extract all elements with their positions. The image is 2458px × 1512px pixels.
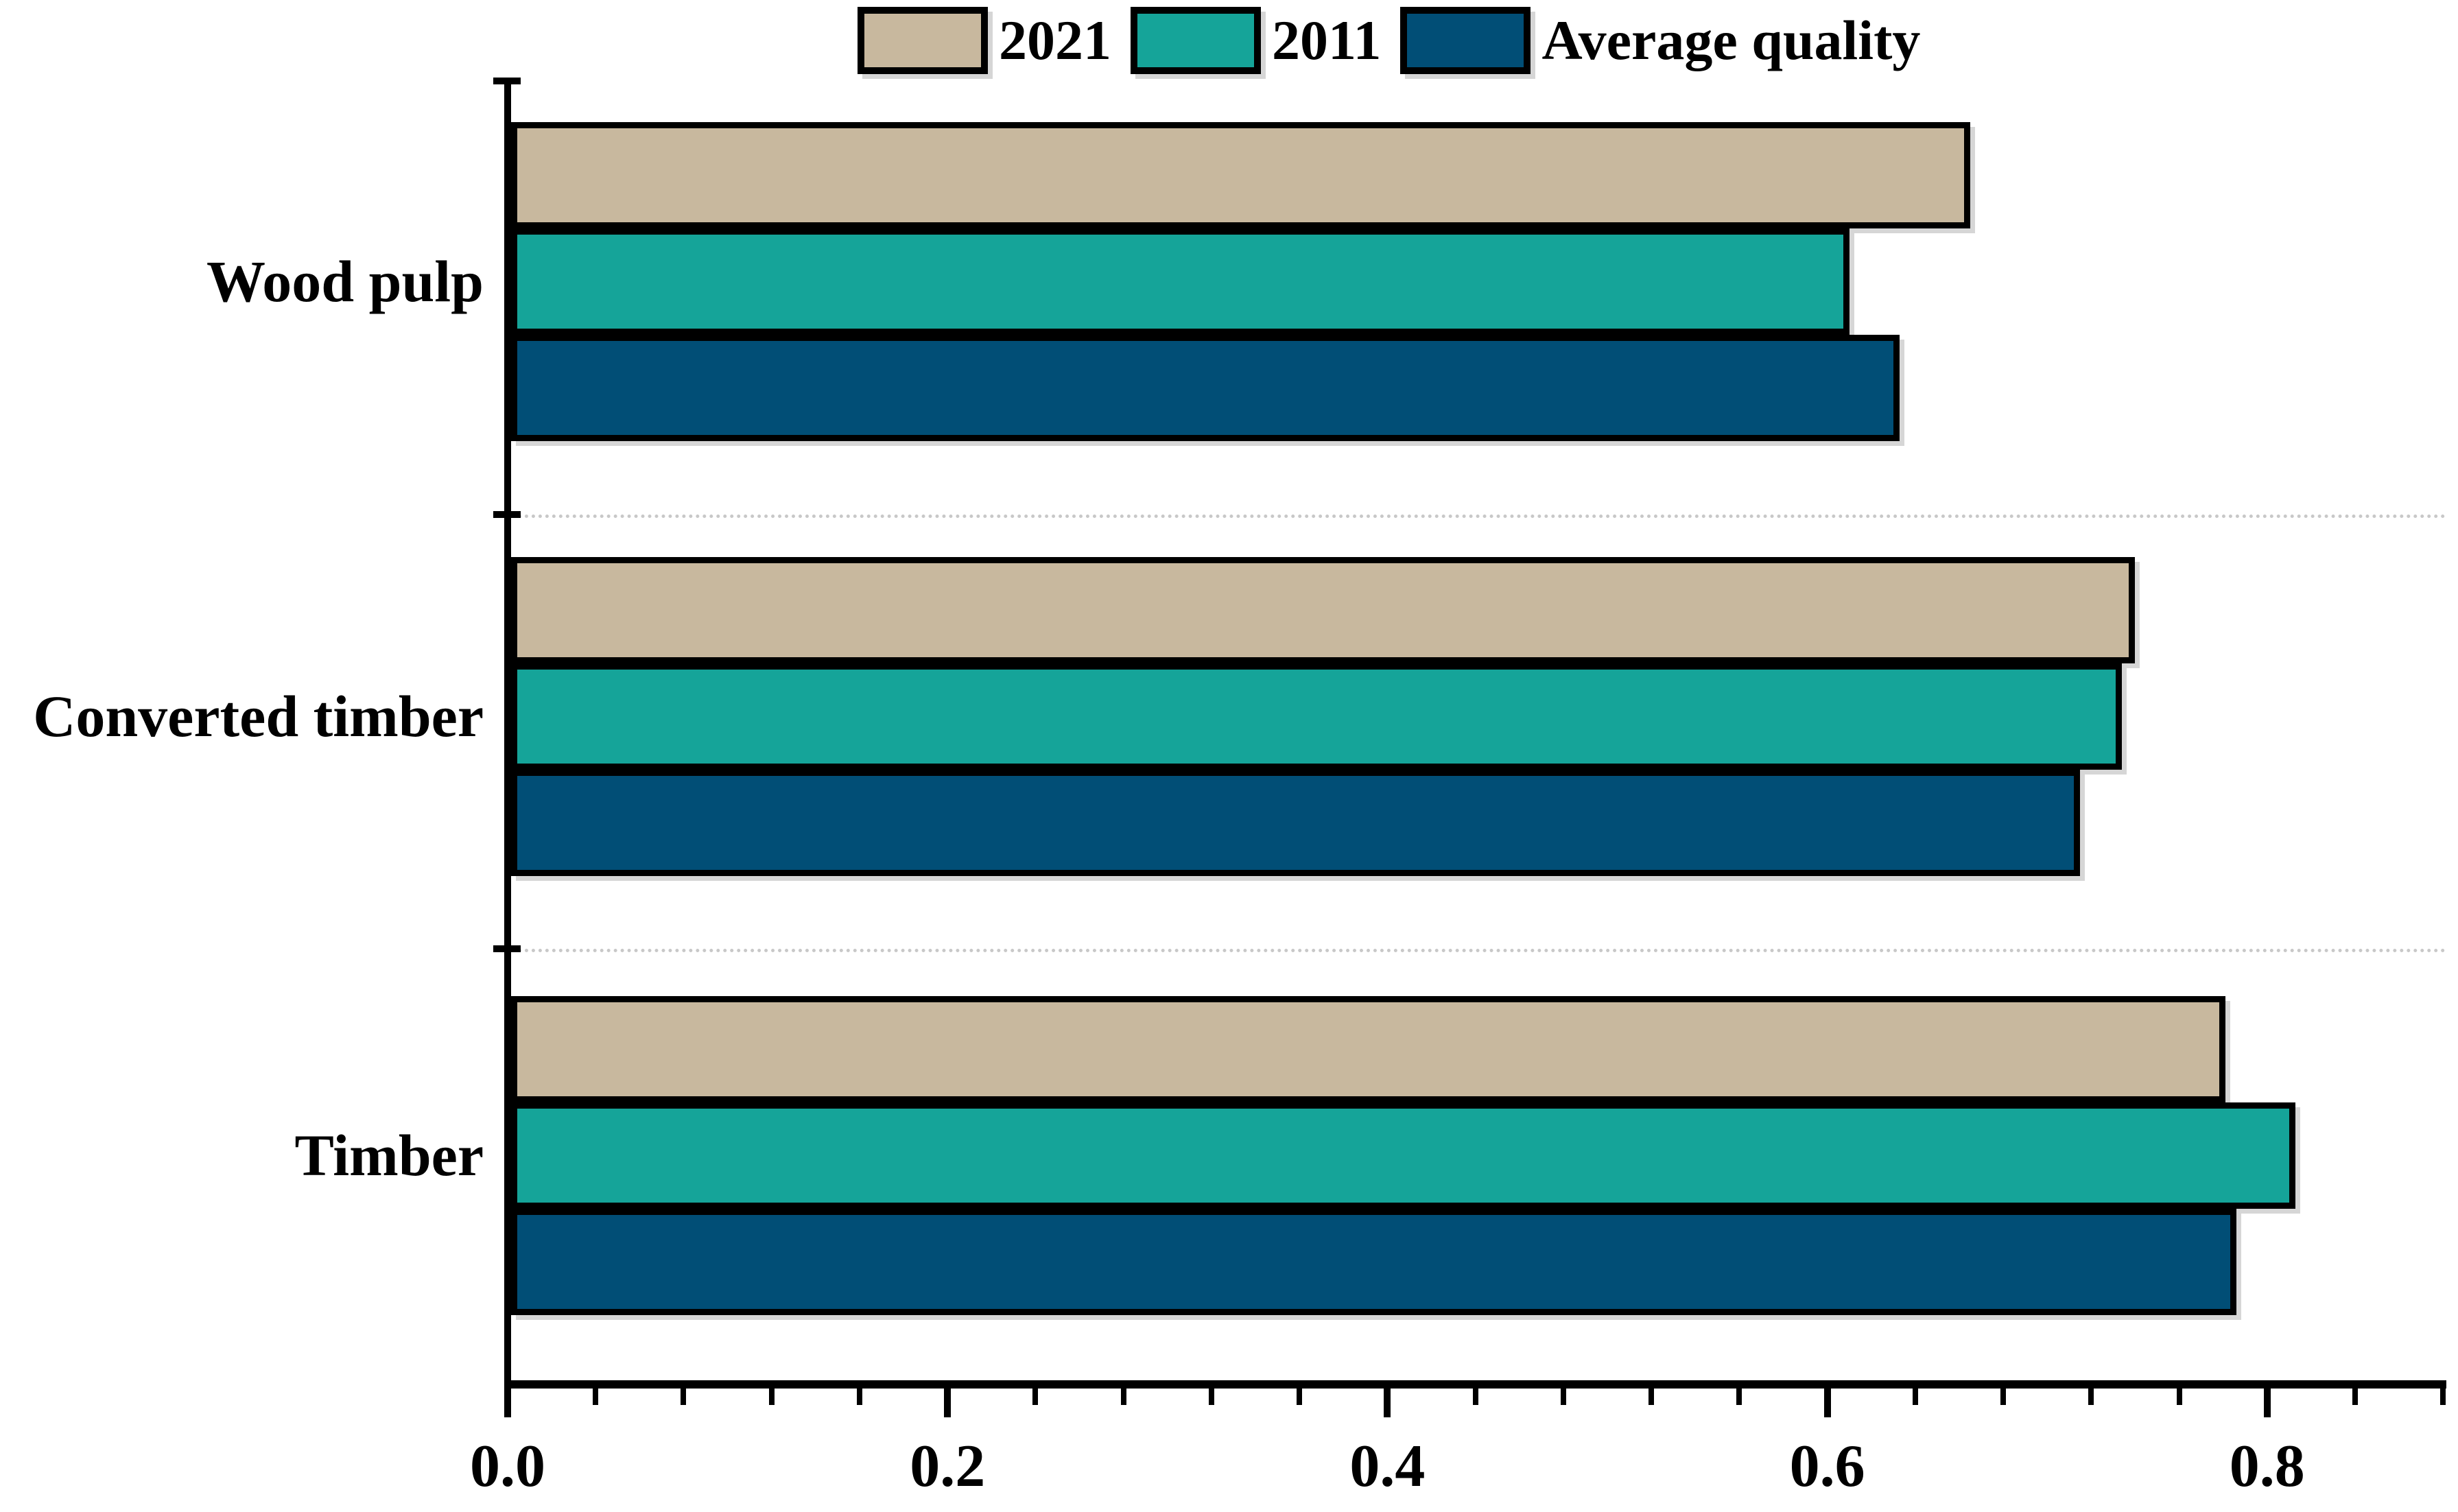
x-axis-minor-tick	[2440, 1389, 2446, 1405]
x-axis-tick-label: 0.4	[1349, 1433, 1426, 1500]
x-axis-tick-label: 0.0	[470, 1433, 545, 1500]
legend-swatch-icon	[1400, 7, 1531, 74]
x-axis-line	[504, 1380, 2446, 1389]
x-axis-major-tick	[1823, 1389, 1831, 1417]
x-axis-tick-label: 0.6	[1789, 1433, 1865, 1500]
x-axis-minor-tick	[1560, 1389, 1566, 1405]
bar-timber-2021	[511, 995, 2225, 1102]
x-axis-minor-tick	[1297, 1389, 1303, 1405]
legend-label: 2011	[1272, 9, 1382, 71]
y-axis-spine	[504, 81, 511, 1406]
category-label-converted-timber: Converted timber	[33, 683, 484, 749]
bar-converted-timber-2021	[511, 556, 2135, 663]
legend-item-average-quality: Average quality	[1400, 7, 1920, 74]
category-label-timber: Timber	[294, 1122, 484, 1188]
bar-converted-timber-average-quality	[511, 769, 2080, 876]
x-axis-major-tick	[944, 1389, 952, 1417]
bar-timber-2011	[511, 1102, 2295, 1209]
legend-swatch-icon	[858, 7, 988, 74]
group-separator-line	[511, 515, 2446, 518]
x-axis-minor-tick	[1032, 1389, 1039, 1405]
x-axis-major-tick	[504, 1389, 511, 1417]
bar-wood-pulp-average-quality	[511, 334, 1900, 441]
x-axis-minor-tick	[2176, 1389, 2182, 1405]
x-axis-major-tick	[2263, 1389, 2271, 1417]
plot-area	[493, 78, 2446, 1417]
x-axis-major-tick	[1384, 1389, 1391, 1417]
x-axis-minor-tick	[1208, 1389, 1214, 1405]
x-axis-minor-tick	[1736, 1389, 1742, 1405]
x-axis-minor-tick	[681, 1389, 687, 1405]
x-axis-minor-tick	[2088, 1389, 2094, 1405]
legend-label: 2021	[999, 9, 1111, 71]
y-axis-tick	[493, 511, 521, 518]
x-axis-minor-tick	[1912, 1389, 1918, 1405]
x-axis-minor-tick	[1472, 1389, 1478, 1405]
bar-wood-pulp-2021	[511, 121, 1970, 228]
bar-wood-pulp-2011	[511, 228, 1850, 335]
chart-legend: 2021 2011 Average quality	[858, 7, 1920, 74]
x-axis-tick-label: 0.2	[910, 1433, 986, 1500]
x-axis-tick-label: 0.8	[2229, 1433, 2305, 1500]
x-axis-minor-tick	[768, 1389, 775, 1405]
category-label-wood-pulp: Wood pulp	[206, 248, 484, 314]
x-axis-minor-tick	[1648, 1389, 1655, 1405]
x-axis-minor-tick	[856, 1389, 862, 1405]
legend-item-2021: 2021	[858, 7, 1111, 74]
y-axis-tick	[493, 945, 521, 952]
legend-swatch-icon	[1131, 7, 1261, 74]
bar-timber-average-quality	[511, 1208, 2236, 1315]
x-axis-minor-tick	[593, 1389, 599, 1405]
bar-converted-timber-2011	[511, 663, 2122, 770]
legend-label: Average quality	[1541, 9, 1921, 71]
x-axis-minor-tick	[1120, 1389, 1126, 1405]
x-axis-minor-tick	[2352, 1389, 2359, 1405]
y-axis-tick	[493, 78, 521, 84]
x-axis-minor-tick	[2000, 1389, 2007, 1405]
legend-item-2011: 2011	[1131, 7, 1381, 74]
group-separator-line	[511, 949, 2446, 952]
